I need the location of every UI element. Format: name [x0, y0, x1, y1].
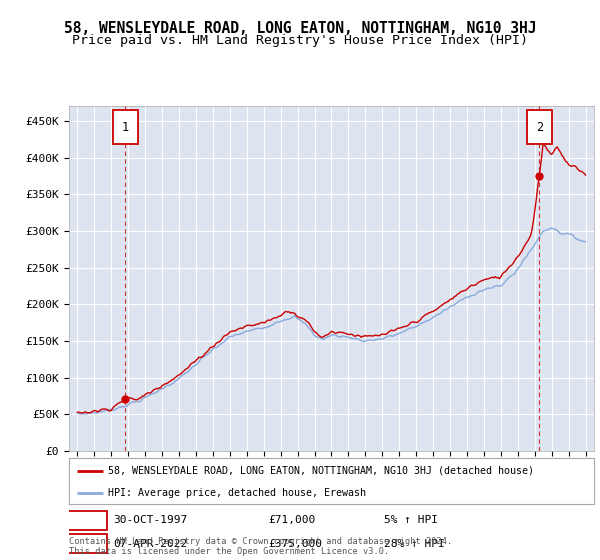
FancyBboxPatch shape: [68, 534, 107, 553]
Text: 30-OCT-1997: 30-OCT-1997: [113, 515, 188, 525]
Text: 58, WENSLEYDALE ROAD, LONG EATON, NOTTINGHAM, NG10 3HJ (detached house): 58, WENSLEYDALE ROAD, LONG EATON, NOTTIN…: [109, 466, 535, 476]
Text: 5% ↑ HPI: 5% ↑ HPI: [384, 515, 438, 525]
Text: Contains HM Land Registry data © Crown copyright and database right 2024.
This d: Contains HM Land Registry data © Crown c…: [69, 536, 452, 556]
FancyBboxPatch shape: [527, 110, 552, 144]
Text: 2: 2: [84, 538, 91, 550]
Text: HPI: Average price, detached house, Erewash: HPI: Average price, detached house, Erew…: [109, 488, 367, 497]
Text: £71,000: £71,000: [269, 515, 316, 525]
Text: £375,000: £375,000: [269, 539, 323, 549]
Text: 1: 1: [84, 514, 91, 526]
Text: 28% ↑ HPI: 28% ↑ HPI: [384, 539, 445, 549]
Text: 07-APR-2022: 07-APR-2022: [113, 539, 188, 549]
FancyBboxPatch shape: [68, 511, 107, 530]
Text: 2: 2: [536, 120, 543, 134]
FancyBboxPatch shape: [113, 110, 138, 144]
Text: 58, WENSLEYDALE ROAD, LONG EATON, NOTTINGHAM, NG10 3HJ: 58, WENSLEYDALE ROAD, LONG EATON, NOTTIN…: [64, 21, 536, 36]
Text: 1: 1: [122, 120, 129, 134]
Text: Price paid vs. HM Land Registry's House Price Index (HPI): Price paid vs. HM Land Registry's House …: [72, 34, 528, 46]
